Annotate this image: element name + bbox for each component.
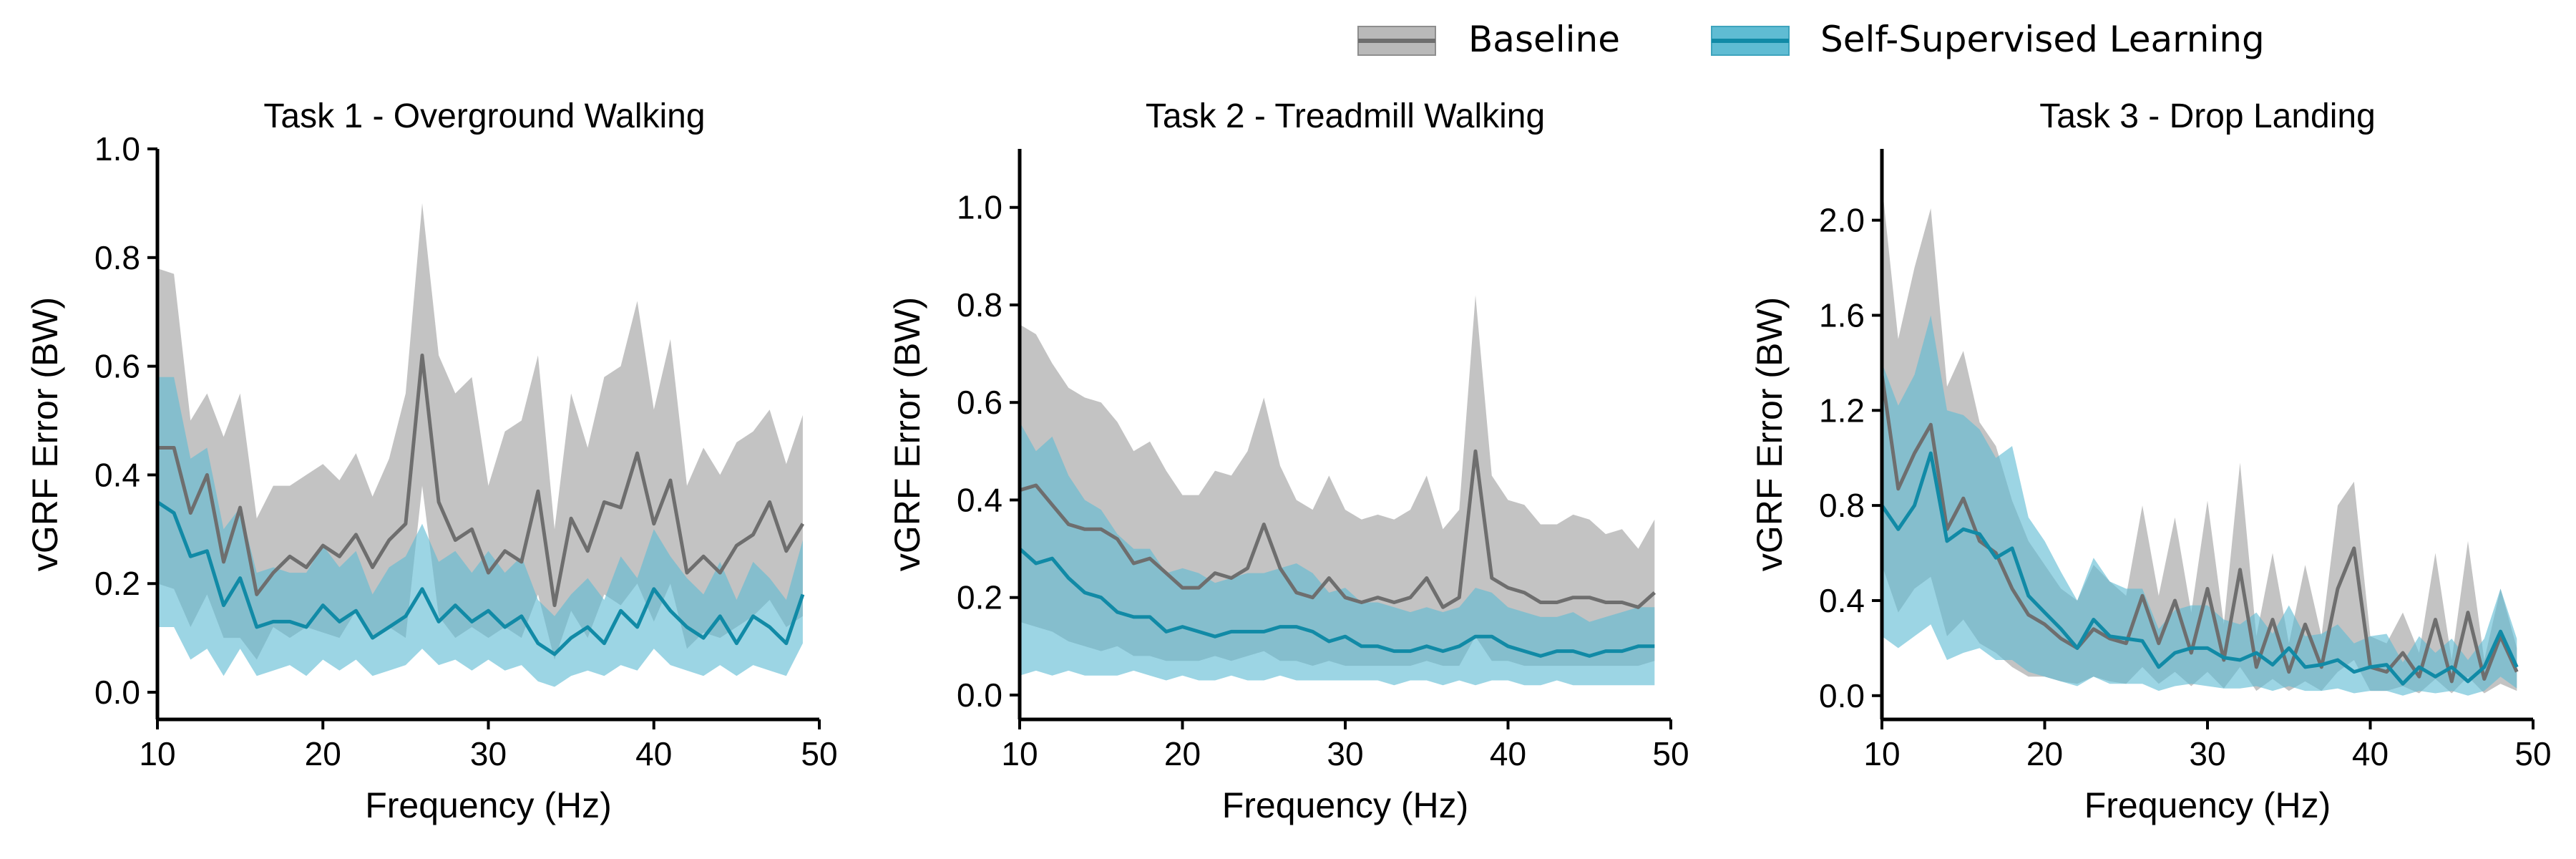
- x-axis-label: Frequency (Hz): [365, 785, 612, 825]
- y-tick-label: 0.4: [1819, 582, 1865, 619]
- panel-title: Task 2 - Treadmill Walking: [1146, 97, 1545, 135]
- y-axis-label: vGRF Error (BW): [25, 297, 65, 571]
- line-ssl: [1018, 547, 1655, 658]
- x-tick-label: 50: [801, 735, 837, 772]
- x-tick-label: 30: [1327, 735, 1363, 772]
- x-tick-label: 20: [305, 735, 341, 772]
- legend-label-ssl: Self-Supervised Learning: [1820, 19, 2265, 60]
- y-tick-label: 0.4: [94, 456, 140, 493]
- x-axis-label: Frequency (Hz): [2084, 785, 2331, 825]
- y-tick-label: 0.2: [94, 565, 140, 602]
- line-baseline: [157, 353, 805, 608]
- x-tick-label: 10: [1001, 735, 1038, 772]
- x-tick-label: 20: [1164, 735, 1201, 772]
- panel-title: Task 1 - Overground Walking: [263, 97, 705, 135]
- y-tick-label: 0.6: [957, 384, 1002, 421]
- x-tick-label: 20: [2026, 735, 2063, 772]
- x-axis-label: Frequency (Hz): [1222, 785, 1469, 825]
- y-tick-label: 1.6: [1819, 296, 1865, 334]
- band-ssl: [1020, 422, 1655, 686]
- y-tick-label: 1.0: [94, 130, 140, 168]
- y-tick-label: 0.0: [94, 674, 140, 711]
- x-tick-label: 30: [2189, 735, 2225, 772]
- x-tick-label: 50: [1652, 735, 1689, 772]
- panel-title: Task 3 - Drop Landing: [2039, 97, 2376, 135]
- line-ssl: [156, 500, 805, 656]
- x-tick-label: 40: [2352, 735, 2389, 772]
- band-ssl: [1882, 315, 2517, 696]
- x-tick-label: 50: [2514, 735, 2551, 772]
- legend-label-baseline: Baseline: [1468, 19, 1620, 60]
- y-axis-label: vGRF Error (BW): [1750, 297, 1790, 571]
- line-ssl: [1880, 451, 2519, 686]
- y-tick-label: 2.0: [1819, 202, 1865, 239]
- x-tick-label: 30: [470, 735, 507, 772]
- panel-task-1: Task 1 - Overground Walking 0.0 0.2 0.4 0.6 0…: [25, 97, 838, 825]
- x-tick-label: 10: [1863, 735, 1900, 772]
- y-axis-label: vGRF Error (BW): [887, 297, 927, 571]
- y-tick-label: 0.8: [1819, 487, 1865, 524]
- y-tick-label: 0.8: [94, 239, 140, 276]
- x-tick-label: 40: [635, 735, 672, 772]
- y-tick-label: 0.4: [957, 481, 1002, 518]
- band-baseline: [157, 203, 803, 660]
- y-tick-label: 0.8: [957, 286, 1002, 324]
- x-tick-label: 40: [1490, 735, 1526, 772]
- legend: Baseline Self-Supervised Learning: [1357, 19, 2265, 60]
- line-baseline: [1019, 449, 1656, 609]
- y-tick-label: 0.0: [957, 676, 1002, 714]
- y-tick-label: 1.0: [957, 189, 1002, 226]
- y-tick-label: 0.0: [1819, 677, 1865, 714]
- y-tick-label: 1.2: [1819, 392, 1865, 429]
- panel-task-2: Task 2 - Treadmill Walking 0.0 0.2 0.4 0.6 0.…: [887, 97, 1689, 825]
- y-tick-label: 0.2: [957, 579, 1002, 616]
- y-tick-label: 0.6: [94, 348, 140, 385]
- x-tick-label: 10: [139, 735, 175, 772]
- panel-task-3: Task 3 - Drop Landing 0.0 0.4 0.8 1.2 1.6 2.0 1…: [1750, 97, 2552, 825]
